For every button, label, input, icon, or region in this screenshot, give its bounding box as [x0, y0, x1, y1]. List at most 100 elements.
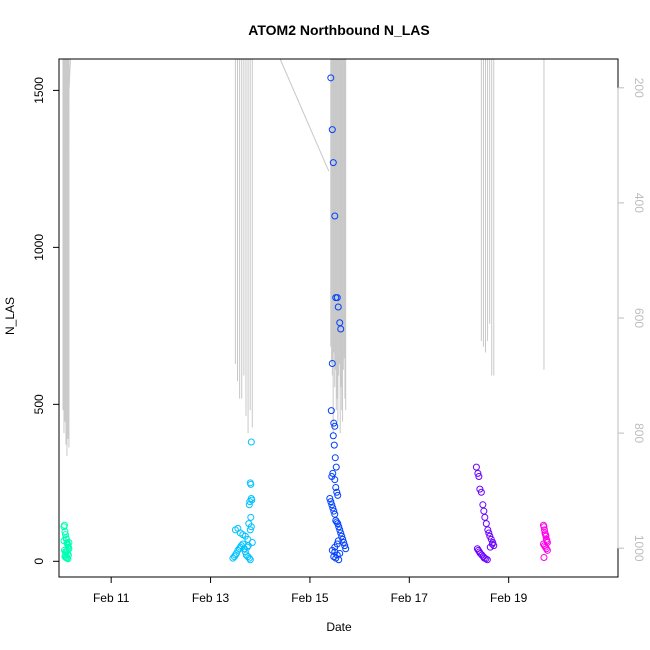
data-point: [480, 507, 488, 515]
data-point: [60, 537, 68, 545]
data-point: [334, 491, 342, 499]
data-point: [488, 540, 496, 548]
data-point: [327, 407, 335, 415]
data-points: [60, 74, 551, 564]
y-axis: 0 500 1000 1500: [32, 77, 60, 565]
x-tick-label: Feb 11: [93, 591, 130, 605]
data-point: [474, 469, 482, 477]
y2-tick-label: 400: [632, 193, 646, 213]
data-point: [472, 463, 480, 471]
data-point: [326, 495, 334, 503]
x-axis-label: Date: [326, 620, 352, 634]
data-point: [542, 545, 550, 553]
data-point: [482, 555, 490, 563]
data-point: [333, 294, 341, 302]
data-point: [342, 545, 350, 553]
data-point: [329, 504, 337, 512]
data-point: [244, 542, 252, 550]
data-point: [329, 159, 337, 167]
data-point: [329, 469, 337, 477]
data-point: [327, 74, 335, 82]
data-point: [338, 532, 346, 540]
data-point: [490, 542, 498, 550]
data-point: [247, 438, 255, 446]
data-point: [327, 498, 335, 506]
y2-tick-label: 800: [632, 423, 646, 443]
y-tick-label: 500: [32, 394, 46, 414]
data-point: [336, 549, 344, 557]
data-point: [245, 501, 253, 509]
data-point: [63, 546, 71, 554]
data-point: [331, 454, 339, 462]
data-point: [334, 537, 342, 545]
x-tick-label: Feb 13: [192, 591, 230, 605]
data-point: [337, 529, 345, 537]
data-point: [243, 543, 251, 551]
data-point: [330, 553, 338, 561]
y2-tick-label: 600: [632, 308, 646, 328]
data-point: [330, 441, 338, 449]
data-point: [247, 480, 255, 488]
data-point: [62, 554, 70, 562]
data-point: [481, 513, 489, 521]
data-point: [336, 526, 344, 534]
chart-title: ATOM2 Northbound N_LAS: [248, 22, 429, 38]
data-point: [328, 360, 336, 368]
y-tick-label: 1500: [32, 77, 46, 104]
data-point: [246, 498, 254, 506]
data-point: [245, 554, 253, 562]
y-tick-label: 1000: [32, 234, 46, 261]
data-point: [542, 532, 550, 540]
data-point: [332, 484, 340, 492]
transit-line: [65, 58, 71, 146]
data-point: [540, 554, 548, 562]
data-point: [333, 540, 341, 548]
x-tick-label: Feb 17: [391, 591, 429, 605]
transit-line: [279, 58, 330, 172]
data-point: [333, 488, 341, 496]
data-point: [334, 520, 342, 528]
data-point: [335, 523, 343, 531]
y2-tick-label: 200: [632, 78, 646, 98]
data-point: [331, 212, 339, 220]
data-point: [482, 520, 490, 528]
data-point: [246, 526, 254, 534]
data-point: [479, 501, 487, 509]
data-point: [246, 556, 254, 564]
data-point: [475, 473, 483, 481]
data-point: [330, 507, 338, 515]
data-point: [483, 556, 491, 564]
y2-axis: 200 400 600 800 1000: [617, 78, 646, 562]
data-point: [540, 526, 548, 534]
x-tick-label: Feb 15: [291, 591, 329, 605]
data-point: [328, 126, 336, 134]
x-tick-label: Feb 19: [490, 591, 528, 605]
data-point: [330, 419, 338, 427]
data-point: [328, 501, 336, 509]
x-axis: Feb 11 Feb 13 Feb 15 Feb 17 Feb 19: [93, 576, 528, 605]
y-tick-label: 0: [32, 558, 46, 565]
data-point: [61, 551, 69, 559]
data-point: [341, 542, 349, 550]
data-point: [331, 422, 339, 430]
data-point: [329, 432, 337, 440]
data-point: [484, 526, 492, 534]
data-point: [543, 546, 551, 554]
data-point: [485, 529, 493, 537]
y2-tick-label: 1000: [632, 535, 646, 562]
depth-profile-lines: [62, 58, 545, 457]
data-point: [339, 535, 347, 543]
y-axis-label: N_LAS: [3, 297, 17, 335]
data-point: [334, 303, 342, 311]
data-point: [477, 488, 485, 496]
data-point: [248, 538, 256, 546]
data-point: [331, 476, 339, 484]
data-point: [247, 523, 255, 531]
data-point: [65, 538, 73, 546]
data-point: [247, 513, 255, 521]
data-point: [332, 463, 340, 471]
data-point: [337, 325, 345, 333]
data-point: [333, 518, 341, 526]
data-point: [61, 531, 69, 539]
